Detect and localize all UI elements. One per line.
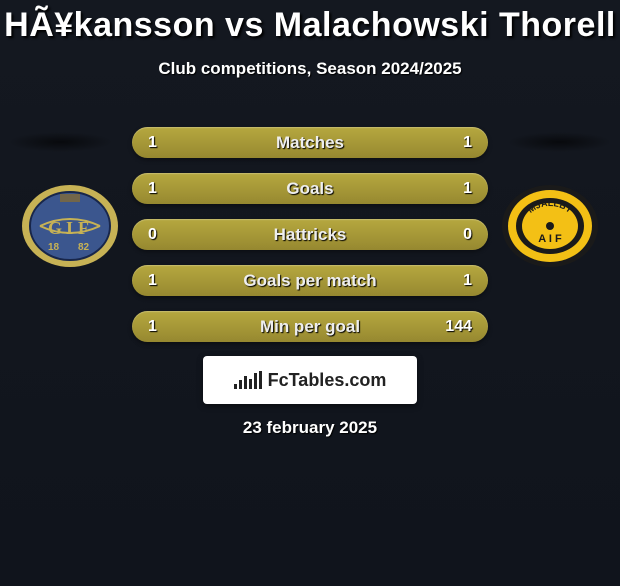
stat-row-goals: 1 Goals 1 xyxy=(132,173,488,204)
stat-right-value: 0 xyxy=(447,226,488,244)
stat-label: Goals per match xyxy=(132,271,488,291)
bar-chart-icon xyxy=(234,371,262,389)
club-badge-left: G I F 18 82 xyxy=(20,184,120,269)
stat-label: Goals xyxy=(132,179,488,199)
svg-text:82: 82 xyxy=(78,242,90,253)
svg-text:I: I xyxy=(66,218,73,238)
stat-left-value: 1 xyxy=(132,272,173,290)
stat-left-value: 1 xyxy=(132,180,173,198)
svg-text:F: F xyxy=(78,218,89,238)
brand-text: FcTables.com xyxy=(268,370,387,391)
stat-row-hattricks: 0 Hattricks 0 xyxy=(132,219,488,250)
club-badge-right: MJÄLLBY A I F xyxy=(500,184,600,269)
stat-row-goals-per-match: 1 Goals per match 1 xyxy=(132,265,488,296)
svg-text:18: 18 xyxy=(48,242,60,253)
stat-right-value: 1 xyxy=(447,272,488,290)
stat-row-matches: 1 Matches 1 xyxy=(132,127,488,158)
page-title: HÃ¥kansson vs Malachowski Thorell xyxy=(0,6,620,45)
brand-box[interactable]: FcTables.com xyxy=(203,356,417,404)
subtitle: Club competitions, Season 2024/2025 xyxy=(0,59,620,79)
svg-text:A I F: A I F xyxy=(538,233,562,245)
stat-label: Hattricks xyxy=(132,225,488,245)
stat-right-value: 1 xyxy=(447,134,488,152)
stat-right-value: 144 xyxy=(429,318,488,336)
stat-left-value: 1 xyxy=(132,318,173,336)
player-left-shadow xyxy=(8,132,113,152)
date-text: 23 february 2025 xyxy=(0,418,620,438)
stats-container: 1 Matches 1 1 Goals 1 0 Hattricks 0 1 Go… xyxy=(132,127,488,357)
player-right-shadow xyxy=(507,132,612,152)
stat-left-value: 1 xyxy=(132,134,173,152)
stat-row-min-per-goal: 1 Min per goal 144 xyxy=(132,311,488,342)
stat-left-value: 0 xyxy=(132,226,173,244)
stat-label: Matches xyxy=(132,133,488,153)
svg-text:G: G xyxy=(48,218,62,238)
stat-right-value: 1 xyxy=(447,180,488,198)
